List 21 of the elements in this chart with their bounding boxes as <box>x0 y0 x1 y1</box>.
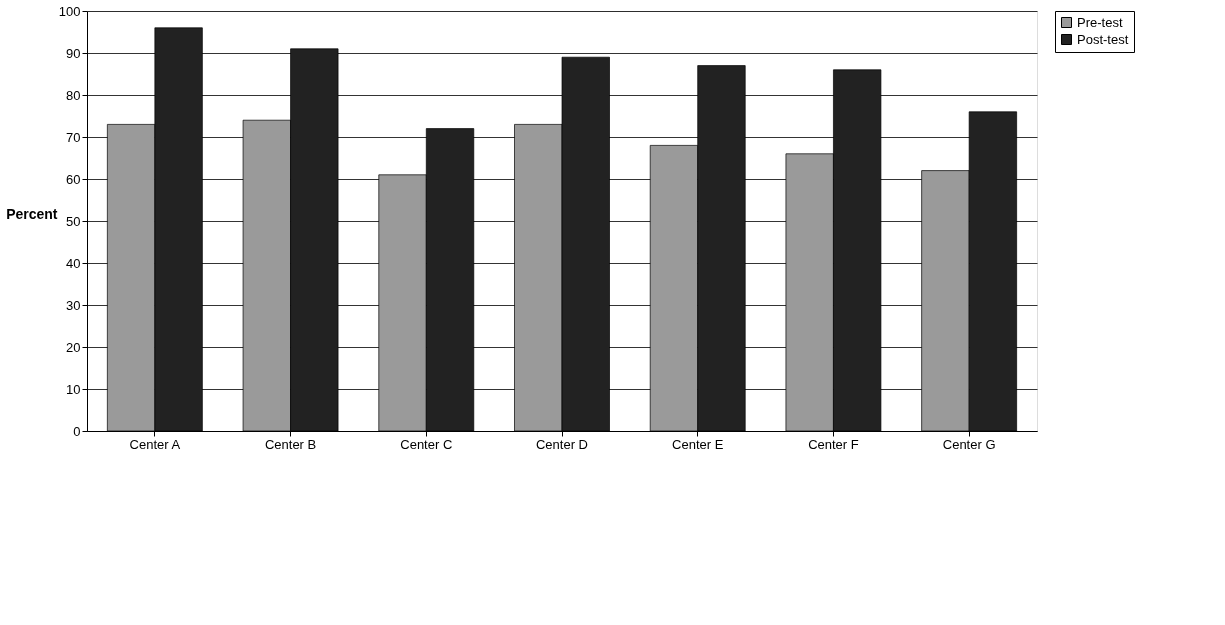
y-tick-label: 0 <box>73 423 81 439</box>
x-tick-label: Center B <box>264 436 317 452</box>
y-tick-label: 60 <box>66 171 81 187</box>
x-tick-label: Center F <box>808 436 859 452</box>
y-tick-label: 10 <box>66 381 81 397</box>
legend-label: Pre-test <box>1077 14 1123 30</box>
legend-label: Post-test <box>1077 31 1129 47</box>
y-tick-label: 100 <box>58 3 81 19</box>
y-tick-label: 20 <box>66 339 81 355</box>
x-tick-label: Center E <box>672 436 724 452</box>
x-tick-label: Center C <box>400 436 453 452</box>
y-tick-label: 70 <box>66 129 81 145</box>
x-tick-label: Center A <box>129 436 181 452</box>
y-tick-label: 30 <box>66 297 81 313</box>
y-tick-label: 40 <box>66 255 81 271</box>
y-axis-title: Percent <box>6 205 58 222</box>
y-tick-label: 80 <box>66 87 81 103</box>
x-tick-label: Center D <box>535 436 589 452</box>
y-tick-label: 50 <box>66 213 81 229</box>
y-tick-label: 90 <box>66 45 81 61</box>
x-tick-label: Center G <box>942 436 996 452</box>
